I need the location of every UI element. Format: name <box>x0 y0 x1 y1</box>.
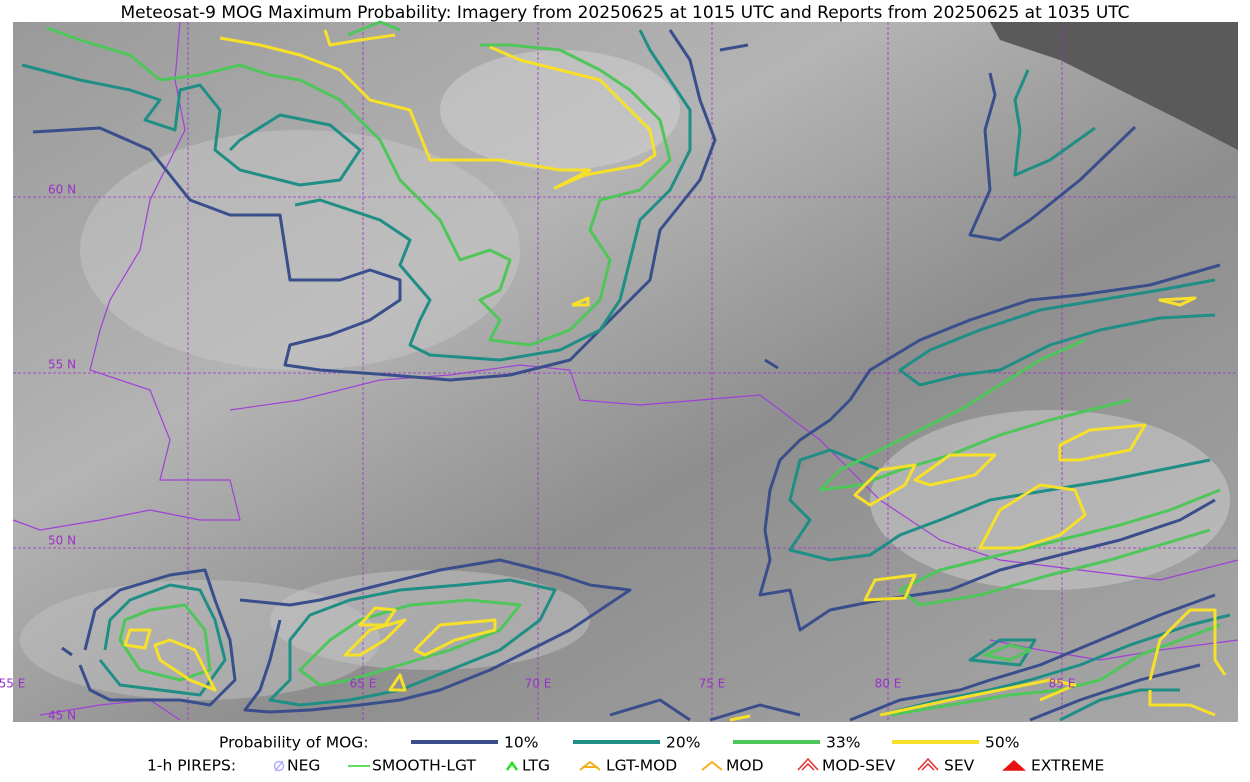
legend-item: 33% <box>826 734 860 752</box>
lat-label: 60 N <box>48 183 76 197</box>
lat-label: 55 N <box>48 358 76 372</box>
legend-item: 50% <box>985 734 1019 752</box>
legend-label: Probability of MOG: <box>219 734 369 752</box>
legend-item: SMOOTH-LGT <box>372 757 476 775</box>
legend-item: NEG <box>287 757 320 775</box>
lat-label: 50 N <box>48 534 76 548</box>
lon-label: 55 E <box>0 677 25 691</box>
legend-item: LGT-MOD <box>606 757 677 775</box>
lon-label: 75 E <box>699 677 726 691</box>
map: 60 N 55 N 50 N 45 N 55 E 65 E 70 E 75 E … <box>0 20 1239 723</box>
pirep-icons <box>273 757 1026 772</box>
legend-item: MOD-SEV <box>822 757 896 775</box>
legend-item: EXTREME <box>1031 757 1104 775</box>
legend-label: 1-h PIREPS: <box>147 757 236 775</box>
title: Meteosat-9 MOG Maximum Probability: Imag… <box>120 3 1129 23</box>
legend-item: MOD <box>726 757 764 775</box>
contours <box>21 20 1231 722</box>
lon-label: 80 E <box>875 677 902 691</box>
legend-item: 20% <box>666 734 700 752</box>
lat-label: 45 N <box>48 709 76 723</box>
legend-item: LTG <box>522 757 550 775</box>
legend: Probability of MOG: 1-h PIREPS: 10% 20% 33… <box>147 734 1104 775</box>
legend-item: 10% <box>504 734 538 752</box>
lon-label: 70 E <box>525 677 552 691</box>
lon-label: 65 E <box>350 677 377 691</box>
lon-label: 85 E <box>1049 677 1076 691</box>
legend-item: SEV <box>944 757 975 775</box>
